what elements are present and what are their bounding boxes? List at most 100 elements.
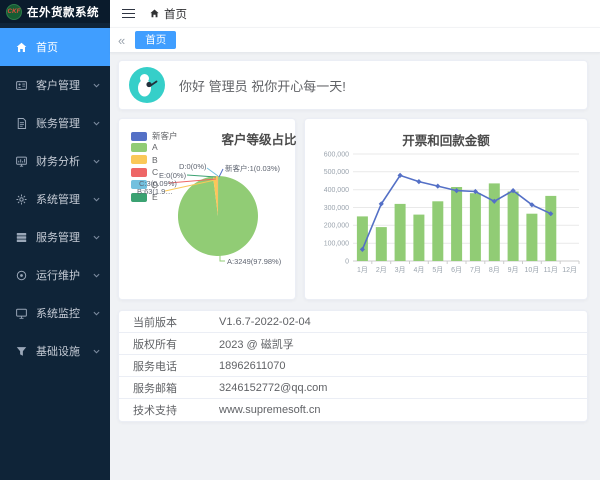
bar-3月[interactable] — [394, 203, 406, 261]
pie-callout-D: D:0(0%) — [179, 162, 207, 171]
tab-home[interactable]: 首页 — [135, 30, 177, 50]
gear-icon — [16, 193, 27, 205]
chevron-down-icon — [93, 83, 100, 88]
legend-label: 新客户 — [152, 131, 178, 141]
x-axis-tick-label: 7月 — [470, 266, 481, 274]
sidebar-item-system-management[interactable]: 系统管理 — [0, 180, 110, 218]
bar-9月[interactable] — [507, 191, 519, 262]
line-point-marker[interactable] — [378, 201, 384, 207]
pie-callout-新客户: 新客户:1(0.03%) — [225, 164, 281, 173]
y-axis-tick-label: 300,000 — [324, 205, 349, 212]
legend-label: D — [152, 179, 159, 190]
sidebar-toggle-icon[interactable] — [122, 8, 135, 19]
y-axis-tick-label: 0 — [345, 258, 349, 265]
pie-label-line — [219, 250, 225, 262]
sidebar-item-label: 系统监控 — [36, 308, 80, 320]
legend-item-A[interactable]: A — [131, 142, 158, 152]
info-row-label: 服务电话 — [133, 360, 177, 373]
pie-callout-A: A:3249(97.98%) — [227, 257, 282, 266]
x-axis-tick-label: 1月 — [357, 266, 368, 274]
info-row: 版权所有 2023 @ 磁凯孚 — [119, 333, 587, 355]
legend-swatch — [131, 167, 147, 177]
chevron-down-icon — [93, 273, 100, 278]
home-icon — [16, 42, 27, 52]
bar-10月[interactable] — [526, 213, 538, 261]
legend-item-C[interactable]: C — [131, 167, 158, 177]
bar-2月[interactable] — [375, 227, 387, 261]
x-axis-tick-label: 10月 — [525, 266, 540, 274]
home-icon — [150, 9, 159, 18]
x-axis-tick-label: 3月 — [395, 266, 406, 274]
system-info-card: 当前版本 V1.6.7-2022-02-04 版权所有 2023 @ 磁凯孚 服务电话 1… — [118, 310, 588, 422]
legend-item-B[interactable]: B — [131, 155, 158, 165]
sidebar-item-service-management[interactable]: 服务管理 — [0, 218, 110, 256]
top-header: 首页 — [110, 0, 600, 27]
y-axis-tick-label: 200,000 — [324, 223, 349, 230]
x-axis-tick-label: 12月 — [562, 266, 577, 274]
pie-slice-A[interactable] — [177, 176, 258, 256]
bar-8月[interactable] — [488, 183, 500, 261]
greeting-card: 你好 管理员 祝你开心每一天! — [118, 60, 588, 110]
info-row-value: V1.6.7-2022-02-04 — [219, 315, 311, 328]
legend-item-D[interactable]: D — [131, 180, 158, 190]
x-axis-tick-label: 11月 — [544, 266, 558, 274]
brand-logo-icon: CKF — [6, 3, 22, 20]
analysis-icon — [16, 156, 27, 167]
line-point-marker[interactable] — [472, 188, 478, 195]
line-point-marker[interactable] — [416, 179, 422, 185]
pie-chart-title: 客户等级占比 — [221, 133, 297, 147]
info-row-value: 18962611070 — [219, 359, 286, 372]
bar-5月[interactable] — [432, 201, 444, 261]
pie-label-line — [168, 178, 217, 184]
info-row-value: 2023 @ 磁凯孚 — [219, 338, 294, 351]
legend-item-E[interactable]: E — [131, 192, 158, 202]
legend-swatch — [131, 131, 147, 141]
avatar — [129, 67, 165, 103]
chevron-down-icon — [93, 235, 100, 240]
pie-callout-C: C:3(0.09%) — [139, 179, 177, 188]
billing-icon — [17, 117, 27, 129]
info-row-label: 技术支持 — [133, 405, 177, 417]
pie-callout-E: E:0(0%) — [159, 171, 187, 180]
sidebar-item-label: 运行维护 — [36, 270, 80, 282]
sidebar-item-finance-analysis[interactable]: 财务分析 — [0, 142, 110, 180]
main-area: 首页 « 首页 你好 管理员 祝你开心每一天! 客户等级占比 — [110, 0, 600, 480]
info-row: 服务电话 18962611070 — [119, 355, 587, 377]
pie-label-line — [218, 168, 224, 178]
line-point-marker[interactable] — [491, 198, 497, 204]
bar-11月[interactable] — [545, 195, 557, 261]
x-axis-tick-label: 4月 — [413, 266, 424, 274]
x-axis-tick-label: 5月 — [432, 266, 443, 274]
line-point-marker[interactable] — [435, 183, 441, 189]
greeting-text: 你好 管理员 祝你开心每一天! — [179, 78, 346, 94]
breadcrumb-item-home: 首页 — [164, 8, 187, 21]
chevron-down-icon — [93, 349, 100, 354]
x-axis-tick-label: 6月 — [451, 266, 462, 274]
y-axis-tick-label: 400,000 — [324, 187, 349, 194]
chevron-down-icon — [93, 159, 100, 164]
bar-7月[interactable] — [469, 193, 481, 261]
pie-slice-B[interactable] — [213, 176, 218, 216]
legend-swatch — [131, 192, 147, 202]
sidebar-item-label: 系统管理 — [36, 194, 80, 206]
legend-swatch — [131, 142, 147, 152]
sidebar-item-operation-maintenance[interactable]: 运行维护 — [0, 256, 110, 294]
bar-6月[interactable] — [451, 187, 463, 261]
legend-label: B — [152, 154, 158, 165]
legend-item-新客户[interactable]: 新客户 — [131, 130, 178, 142]
sidebar-item-billing-management[interactable]: 账务管理 — [0, 104, 110, 142]
sidebar-item-infrastructure[interactable]: 基础设施 — [0, 332, 110, 370]
info-row-label: 版权所有 — [133, 338, 177, 351]
breadcrumb[interactable]: 首页 — [149, 6, 187, 22]
sidebar-item-home[interactable]: 首页 — [0, 28, 110, 66]
tabs-scroll-left-icon[interactable]: « — [118, 32, 126, 48]
bar-1月[interactable] — [356, 216, 368, 261]
bar-4月[interactable] — [413, 214, 425, 261]
sidebar: CKF 在外货款系统 首页 客户管理 账务管理 财务分析 系统管理 服务管理 运行维护 系统监… — [0, 0, 110, 480]
x-axis-tick-label: 2月 — [376, 266, 387, 274]
chevron-down-icon — [93, 121, 100, 126]
line-point-marker[interactable] — [548, 211, 554, 217]
sidebar-item-system-monitor[interactable]: 系统监控 — [0, 294, 110, 332]
sidebar-item-customer-management[interactable]: 客户管理 — [0, 66, 110, 104]
info-row: 服务邮箱 3246152772@qq.com — [119, 377, 587, 399]
